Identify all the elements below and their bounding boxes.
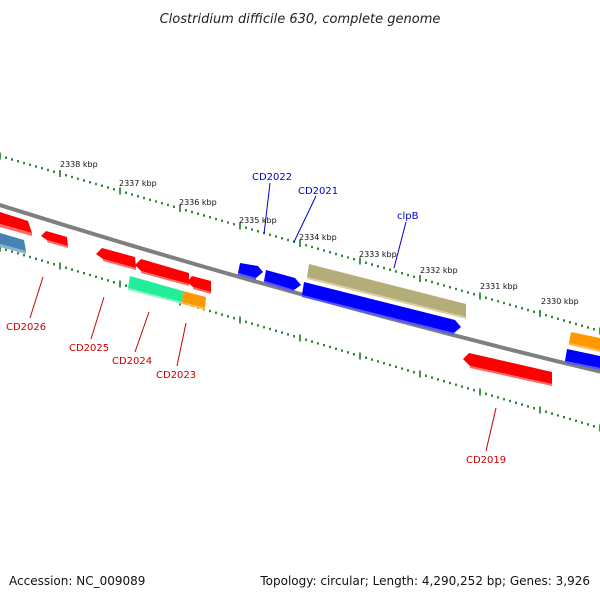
gene-cd2021[interactable]: [264, 270, 301, 292]
kbp-label: 2337 kbp: [119, 179, 157, 188]
gene-cd2025[interactable]: [96, 248, 136, 270]
gene-cd2026[interactable]: [41, 231, 68, 248]
leader-line: [293, 195, 317, 243]
reverse-gene-labels: CD2026 CD2025 CD2024 CD2023 CD2019: [6, 276, 506, 466]
gene-clpb[interactable]: [307, 264, 466, 319]
leader-line: [393, 221, 407, 269]
topology-summary: Topology: circular; Length: 4,290,252 bp…: [260, 574, 590, 588]
genome-backbone: [0, 203, 600, 374]
leader-line: [263, 182, 271, 235]
map-title: Clostridium difficile 630, complete geno…: [160, 12, 441, 27]
gene-left-red[interactable]: [0, 212, 32, 236]
leader-line: [176, 322, 187, 367]
gene-cd2022[interactable]: [238, 263, 263, 280]
leader-line: [90, 296, 105, 340]
gene-forward-blue[interactable]: [302, 282, 461, 335]
leader-line: [485, 407, 497, 452]
gene-label-cd2023[interactable]: CD2023: [156, 370, 196, 381]
gene-left-steel[interactable]: [0, 233, 26, 254]
reverse-genes: [0, 212, 552, 386]
accession-text: Accession: NC_009089: [9, 574, 146, 588]
gene-cd2024[interactable]: [128, 276, 183, 304]
gene-label-cd2024[interactable]: CD2024: [112, 356, 152, 367]
kbp-label: 2332 kbp: [420, 266, 458, 275]
gene-label-cd2026[interactable]: CD2026: [6, 322, 46, 333]
gene-right-blue[interactable]: [565, 349, 600, 370]
forward-genes: [238, 263, 600, 370]
kbp-label: 2338 kbp: [60, 160, 98, 169]
kbp-label: 2335 kbp: [239, 216, 277, 225]
gene-label-cd2025[interactable]: CD2025: [69, 343, 109, 354]
leader-line: [29, 276, 44, 319]
gene-label-clpb[interactable]: clpB: [397, 211, 419, 222]
kbp-label: 2333 kbp: [359, 250, 397, 259]
gene-right-orange[interactable]: [569, 332, 600, 352]
gene-cd2023[interactable]: [182, 291, 206, 310]
gene-cd2023-red[interactable]: [187, 276, 211, 294]
forward-gene-labels: CD2022 CD2021 clpB: [252, 172, 419, 269]
gene-label-cd2019[interactable]: CD2019: [466, 455, 506, 466]
kbp-label: 2331 kbp: [480, 282, 518, 291]
gene-label-cd2022[interactable]: CD2022: [252, 172, 292, 183]
gene-cd2019[interactable]: [463, 353, 552, 386]
gene-cd2024-red[interactable]: [135, 259, 189, 286]
leader-line: [134, 311, 150, 353]
kbp-label: 2330 kbp: [541, 297, 579, 306]
kbp-label: 2336 kbp: [179, 198, 217, 207]
gene-label-cd2021[interactable]: CD2021: [298, 186, 338, 197]
kbp-labels: 2338 kbp 2337 kbp 2336 kbp 2335 kbp 2334…: [60, 160, 579, 306]
kbp-label: 2334 kbp: [299, 233, 337, 242]
